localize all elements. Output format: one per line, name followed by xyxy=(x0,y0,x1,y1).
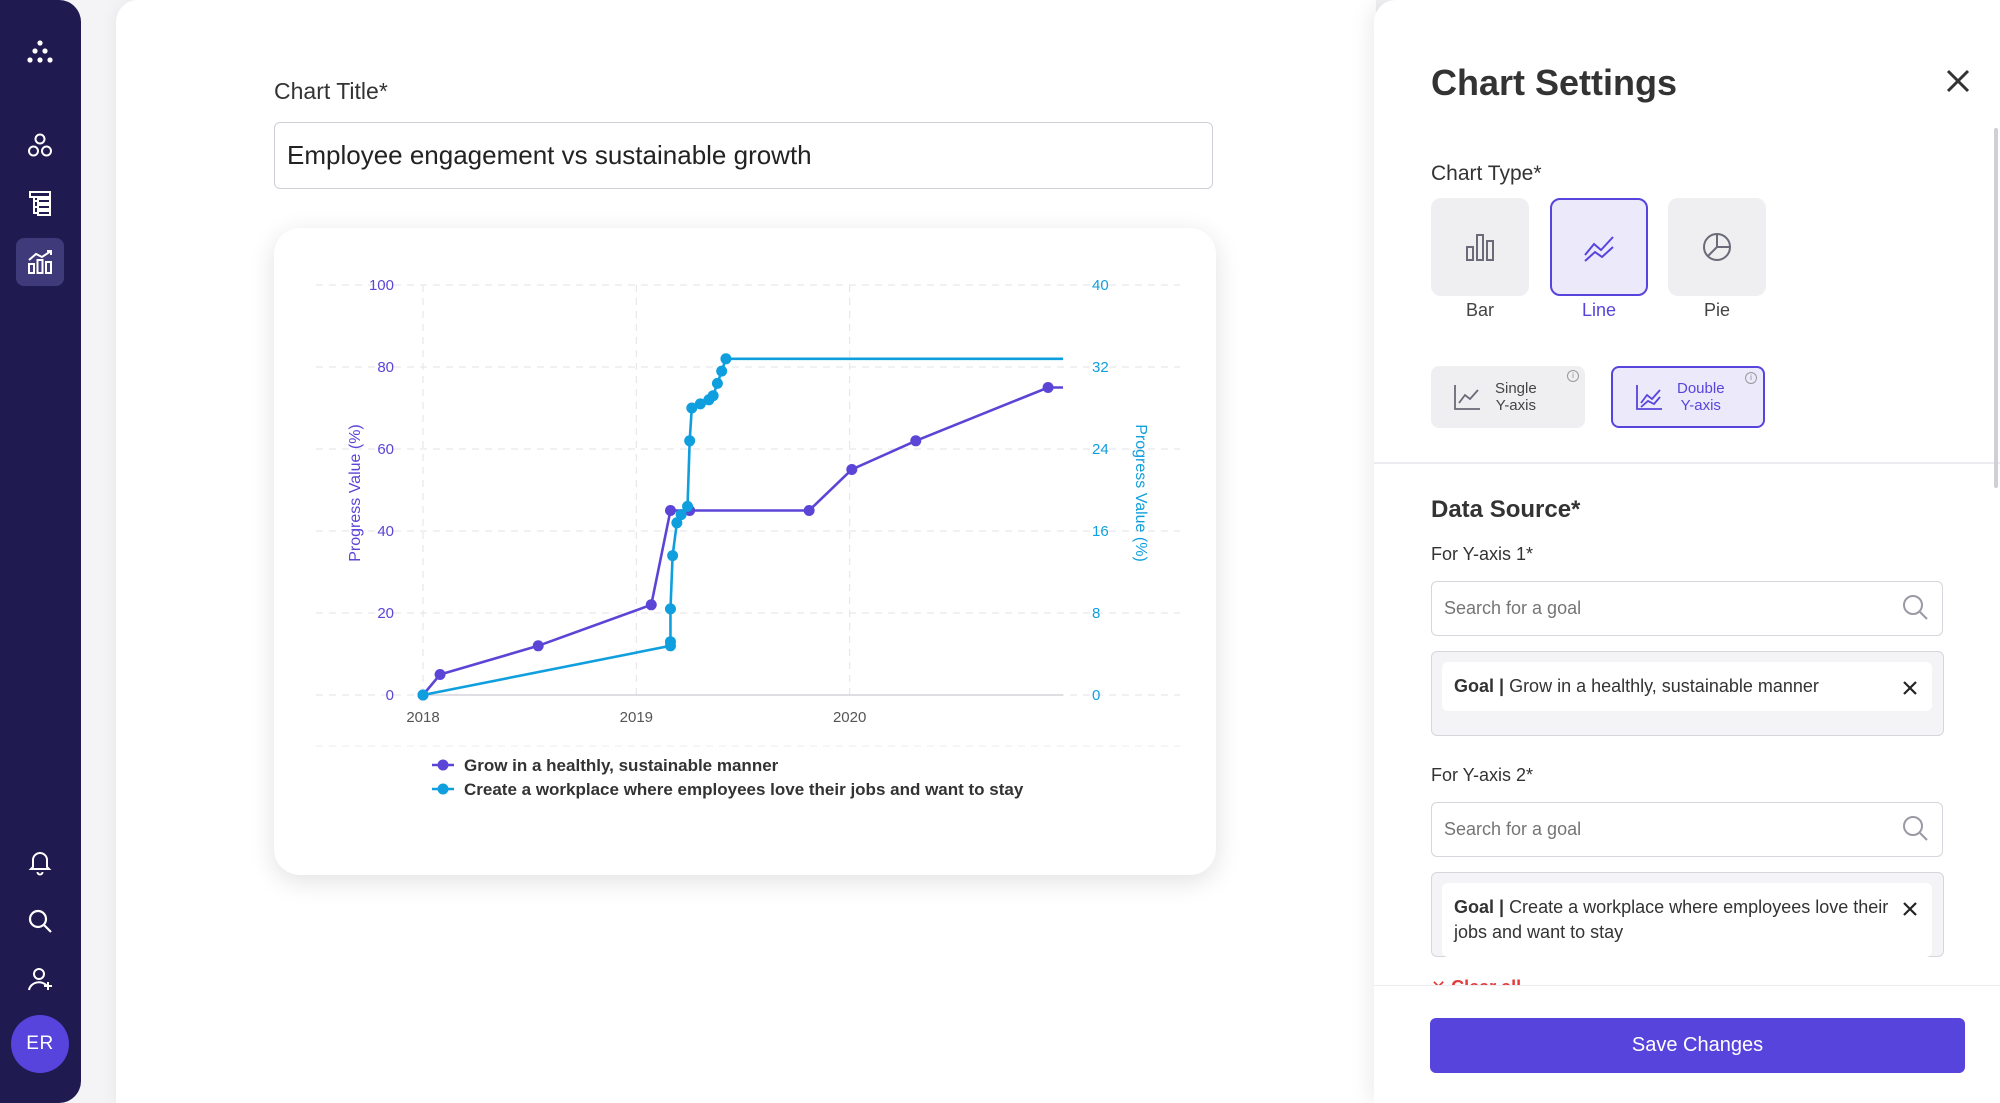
divider xyxy=(1374,462,2000,464)
data-point xyxy=(910,435,922,447)
info-icon[interactable]: i xyxy=(1745,372,1757,384)
chart-type-pie-button[interactable] xyxy=(1668,198,1766,296)
data-point xyxy=(664,505,676,516)
y2-tick-label: 24 xyxy=(1092,441,1109,458)
data-point xyxy=(684,435,696,447)
y-axis-label-right: Progress Value (%) xyxy=(1132,424,1149,562)
chart-settings-panel: Chart Settings Chart Type* Bar Line Pie … xyxy=(1374,0,2000,1103)
y-tick-label: 0 xyxy=(386,687,394,704)
data-point xyxy=(434,669,446,680)
data-point xyxy=(667,550,679,562)
legend-marker xyxy=(437,783,449,795)
settings-title: Chart Settings xyxy=(1431,62,1678,103)
add-user-icon[interactable] xyxy=(16,955,64,1003)
data-point xyxy=(664,636,676,648)
y2-tick-label: 8 xyxy=(1092,605,1100,622)
close-icon[interactable] xyxy=(1941,64,1975,98)
x-tick-label: 2018 xyxy=(406,709,439,726)
y-tick-label: 20 xyxy=(377,605,394,622)
y-axis-2-label: For Y-axis 2* xyxy=(1431,765,1534,785)
sidebar: ER xyxy=(0,0,81,1103)
search-icon[interactable] xyxy=(1901,814,1929,842)
bell-icon[interactable] xyxy=(16,838,64,886)
y-axis-label-left: Progress Value (%) xyxy=(347,424,364,562)
double-y-axis-button[interactable]: Double Y-axis i xyxy=(1611,366,1765,428)
data-source-title: Data Source* xyxy=(1431,496,1581,523)
y2-tick-label: 0 xyxy=(1092,687,1100,704)
remove-goal-icon[interactable] xyxy=(1902,680,1918,696)
legend-marker xyxy=(437,759,449,771)
line-chart: 0 20 40 60 80 100 0 8 16 24 32 40 2018 2019 2020 Progr… xyxy=(316,277,1180,799)
y2-tick-label: 32 xyxy=(1092,359,1109,376)
series-line-1 xyxy=(422,386,1063,696)
y-tick-label: 100 xyxy=(369,277,394,294)
chart-type-bar-button[interactable] xyxy=(1431,198,1529,296)
save-changes-button[interactable]: Save Changes xyxy=(1430,1018,1965,1073)
data-point xyxy=(803,505,815,516)
x-tick-label: 2020 xyxy=(833,709,866,726)
goal-chip: Goal | Grow in a healthly, sustainable m… xyxy=(1442,662,1932,711)
goals-icon[interactable] xyxy=(16,121,64,169)
remove-goal-icon[interactable] xyxy=(1902,901,1918,917)
y-axis-2-search-input[interactable] xyxy=(1431,802,1943,857)
y-axis-1-search-input[interactable] xyxy=(1431,581,1943,636)
data-point xyxy=(720,353,732,365)
chart-type-bar-label: Bar xyxy=(1465,300,1494,320)
line-chart-icon xyxy=(1584,236,1614,262)
chart-type-label: Chart Type* xyxy=(1431,162,1542,185)
data-point xyxy=(716,365,728,377)
single-y-axis-label: Single Y-axis xyxy=(1495,380,1537,414)
data-point xyxy=(846,464,858,475)
legend-label: Create a workplace where employees love … xyxy=(464,780,1024,799)
y-axis-1-label: For Y-axis 1* xyxy=(1431,544,1534,564)
chart-type-line-button[interactable] xyxy=(1550,198,1648,296)
chart-title-label: Chart Title* xyxy=(274,78,388,104)
data-point xyxy=(671,517,683,529)
info-icon[interactable]: i xyxy=(1567,370,1579,382)
chart-card: 0 20 40 60 80 100 0 8 16 24 32 40 2018 2019 2020 Progr… xyxy=(274,228,1216,875)
search-icon[interactable] xyxy=(1901,593,1929,621)
pie-chart-icon xyxy=(1703,233,1731,261)
y-axis-2-selected-goals: Goal | Create a workplace where employee… xyxy=(1431,872,1944,957)
y-tick-label: 60 xyxy=(377,441,394,458)
search-icon[interactable] xyxy=(16,897,64,945)
y2-tick-label: 40 xyxy=(1092,277,1109,294)
data-point xyxy=(711,377,723,389)
data-point xyxy=(645,599,657,611)
goal-chip: Goal | Create a workplace where employee… xyxy=(1442,883,1932,957)
series-line-2 xyxy=(422,357,1063,697)
y-axis-1-selected-goals: Goal | Grow in a healthly, sustainable m… xyxy=(1431,651,1944,736)
y2-tick-label: 16 xyxy=(1092,523,1109,540)
chart-type-line-label: Line xyxy=(1581,300,1617,320)
x-tick-label: 2019 xyxy=(620,709,653,726)
logo-icon[interactable] xyxy=(16,29,64,77)
data-point xyxy=(686,402,698,414)
analytics-icon[interactable] xyxy=(16,238,64,286)
chart-type-pie-label: Pie xyxy=(1703,300,1730,320)
tree-list-icon[interactable] xyxy=(16,179,64,227)
y-tick-label: 80 xyxy=(377,359,394,376)
single-y-axis-button[interactable]: Single Y-axis i xyxy=(1431,366,1585,428)
legend-label: Grow in a healthly, sustainable manner xyxy=(464,756,779,775)
data-point xyxy=(532,640,544,652)
data-point xyxy=(664,603,676,615)
data-point xyxy=(707,390,719,402)
data-point xyxy=(675,509,687,521)
data-point xyxy=(417,689,429,701)
avatar[interactable]: ER xyxy=(11,1015,69,1073)
main-panel: Chart Title* 0 20 40 60 80 100 0 8 16 24 32 40 2018 2… xyxy=(116,0,1376,1103)
data-point xyxy=(694,398,706,410)
bar-chart-icon xyxy=(1466,234,1494,261)
single-axis-chart-icon xyxy=(1454,385,1480,410)
double-axis-chart-icon xyxy=(1636,385,1662,410)
chart-title-input[interactable] xyxy=(274,122,1213,189)
double-y-axis-label: Double Y-axis xyxy=(1677,380,1725,414)
data-point xyxy=(1042,382,1054,393)
scrollbar[interactable] xyxy=(1994,128,1998,488)
data-point xyxy=(682,500,694,512)
y-tick-label: 40 xyxy=(377,523,394,540)
